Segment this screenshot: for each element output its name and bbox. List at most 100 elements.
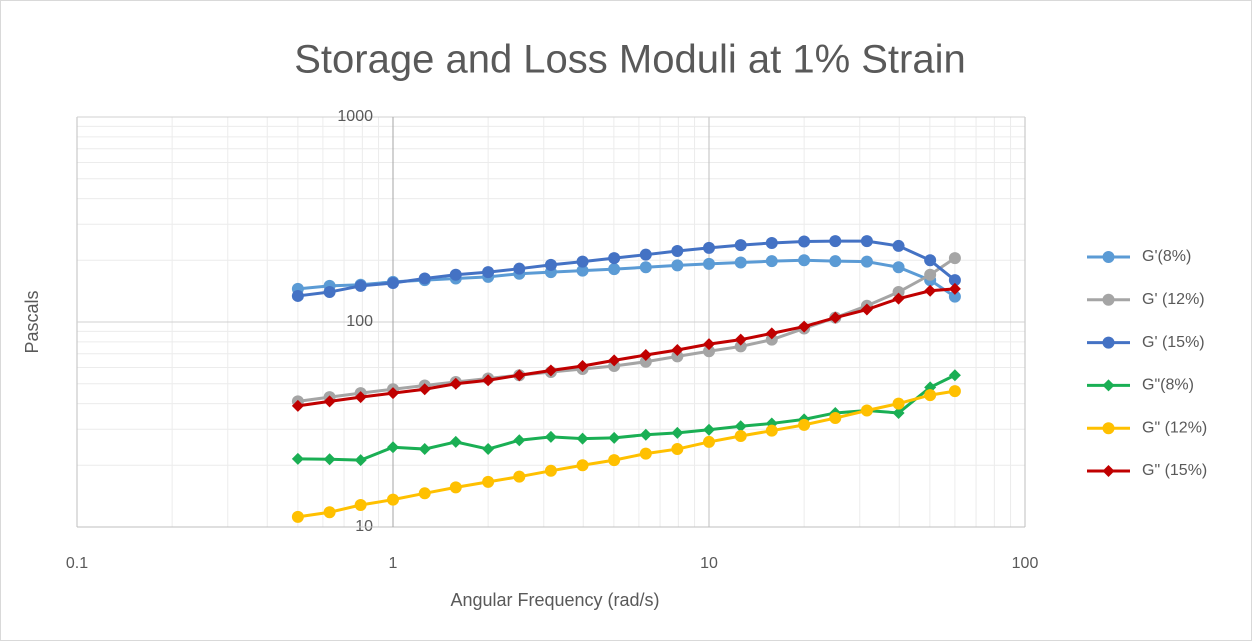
marker	[482, 266, 495, 279]
marker	[639, 447, 652, 460]
marker	[291, 289, 304, 302]
legend-label: G'(8%)	[1142, 248, 1191, 265]
marker	[892, 239, 905, 252]
marker	[671, 426, 684, 439]
marker	[544, 464, 557, 477]
y-tick-label: 100	[346, 313, 373, 330]
marker	[576, 432, 589, 445]
marker	[948, 274, 961, 287]
marker	[482, 374, 495, 387]
marker	[924, 254, 937, 267]
marker	[671, 244, 684, 257]
marker	[734, 239, 747, 252]
x-axis-label: Angular Frequency (rad/s)	[450, 590, 659, 610]
marker	[354, 391, 367, 404]
marker	[1102, 422, 1115, 435]
marker	[892, 286, 905, 299]
x-tick-label: 1	[389, 555, 398, 572]
marker	[449, 377, 462, 390]
marker	[703, 338, 715, 351]
marker	[418, 272, 431, 285]
marker	[1102, 379, 1115, 392]
marker	[1102, 251, 1115, 263]
marker	[948, 385, 961, 398]
marker	[703, 257, 715, 270]
marker	[544, 364, 557, 377]
marker	[765, 333, 778, 346]
marker	[449, 481, 462, 494]
marker	[860, 255, 873, 268]
y-axis-label: Pascals	[22, 290, 42, 353]
marker	[860, 303, 873, 316]
series-line	[297, 239, 956, 298]
marker	[608, 252, 621, 265]
series-line	[297, 389, 956, 519]
marker	[418, 383, 431, 396]
marker	[482, 443, 495, 456]
marker	[513, 262, 526, 275]
marker	[892, 397, 905, 410]
series-line	[297, 373, 956, 462]
marker	[765, 327, 778, 340]
marker	[323, 506, 336, 519]
marker	[608, 431, 621, 444]
legend-label: G' (12%)	[1142, 291, 1205, 308]
marker	[418, 443, 431, 456]
marker	[387, 441, 399, 454]
marker	[671, 259, 684, 272]
marker	[703, 423, 715, 436]
marker	[671, 443, 684, 456]
marker	[924, 268, 937, 281]
marker	[703, 435, 715, 448]
marker	[291, 399, 304, 412]
marker	[703, 241, 715, 254]
x-tick-label: 0.1	[66, 555, 88, 572]
marker	[639, 355, 652, 368]
marker	[323, 286, 336, 299]
marker	[765, 424, 778, 437]
marker	[639, 248, 652, 261]
marker	[734, 420, 747, 433]
marker	[513, 369, 526, 382]
marker	[482, 475, 495, 488]
marker	[449, 435, 462, 448]
marker	[323, 453, 336, 466]
legend-label: G"(8%)	[1142, 377, 1194, 394]
marker	[734, 256, 747, 269]
marker	[576, 264, 589, 277]
marker	[892, 292, 905, 305]
marker	[829, 235, 842, 248]
series-line	[297, 256, 956, 403]
marker	[387, 276, 399, 289]
marker	[860, 404, 873, 417]
x-tick-label: 100	[1012, 555, 1039, 572]
marker	[948, 369, 961, 382]
y-tick-label: 1000	[337, 108, 373, 125]
marker	[734, 340, 747, 353]
x-tick-label: 10	[700, 555, 718, 572]
marker	[513, 434, 526, 447]
marker	[1102, 293, 1115, 306]
marker	[924, 284, 937, 297]
marker	[608, 263, 621, 276]
legend-label: G' (15%)	[1142, 334, 1205, 351]
marker	[639, 261, 652, 274]
marker	[798, 254, 811, 267]
marker	[829, 255, 842, 268]
marker	[639, 349, 652, 362]
marker	[798, 235, 811, 248]
legend-label: G" (15%)	[1142, 462, 1207, 479]
marker	[576, 360, 589, 373]
marker	[291, 510, 304, 523]
marker	[671, 350, 684, 363]
marker	[449, 268, 462, 281]
marker	[860, 235, 873, 248]
marker	[513, 470, 526, 483]
chart-title: Storage and Loss Moduli at 1% Strain	[294, 38, 966, 82]
marker	[544, 430, 557, 443]
marker	[387, 493, 399, 506]
marker	[354, 454, 367, 467]
marker	[323, 395, 336, 408]
